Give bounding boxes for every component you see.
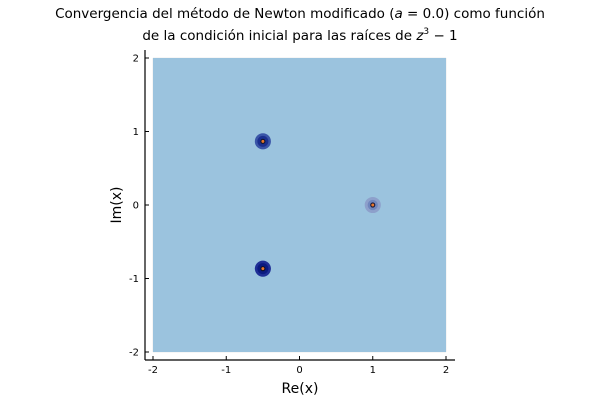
title-variable-z: z bbox=[415, 28, 424, 44]
x-tick-label: 0 bbox=[296, 365, 302, 376]
tick-marks: -2 -1 0 1 2 -2 -1 0 1 2 bbox=[129, 54, 449, 377]
y-tick-label: 0 bbox=[133, 201, 139, 212]
x-axis-label: Re(x) bbox=[282, 381, 319, 397]
x-tick-label: -2 bbox=[148, 365, 158, 376]
chart-title-line-1: Convergencia del método de Newton modifi… bbox=[55, 6, 545, 22]
root-marker-1 bbox=[364, 196, 381, 214]
x-tick-label: 2 bbox=[443, 365, 449, 376]
title-variable-a: a bbox=[394, 6, 402, 22]
root-ring-4 bbox=[261, 139, 265, 143]
root-ring-4 bbox=[371, 203, 375, 207]
plot-area bbox=[153, 58, 446, 352]
x-tick-label: -1 bbox=[221, 365, 231, 376]
y-tick-label: 2 bbox=[133, 54, 139, 65]
y-axis-label: Im(x) bbox=[109, 187, 125, 224]
chart-title-line-2: de la condición inicial para las raíces … bbox=[142, 27, 457, 44]
y-tick-label: -2 bbox=[129, 348, 139, 359]
y-tick-label: 1 bbox=[133, 127, 139, 138]
title-exponent: 3 bbox=[423, 27, 429, 37]
root-marker-2 bbox=[254, 133, 271, 150]
root-basins bbox=[254, 133, 381, 277]
y-tick-label: -1 bbox=[129, 274, 139, 285]
root-ring-4 bbox=[261, 267, 265, 271]
x-tick-label: 1 bbox=[370, 365, 376, 376]
root-marker-3 bbox=[254, 260, 271, 277]
